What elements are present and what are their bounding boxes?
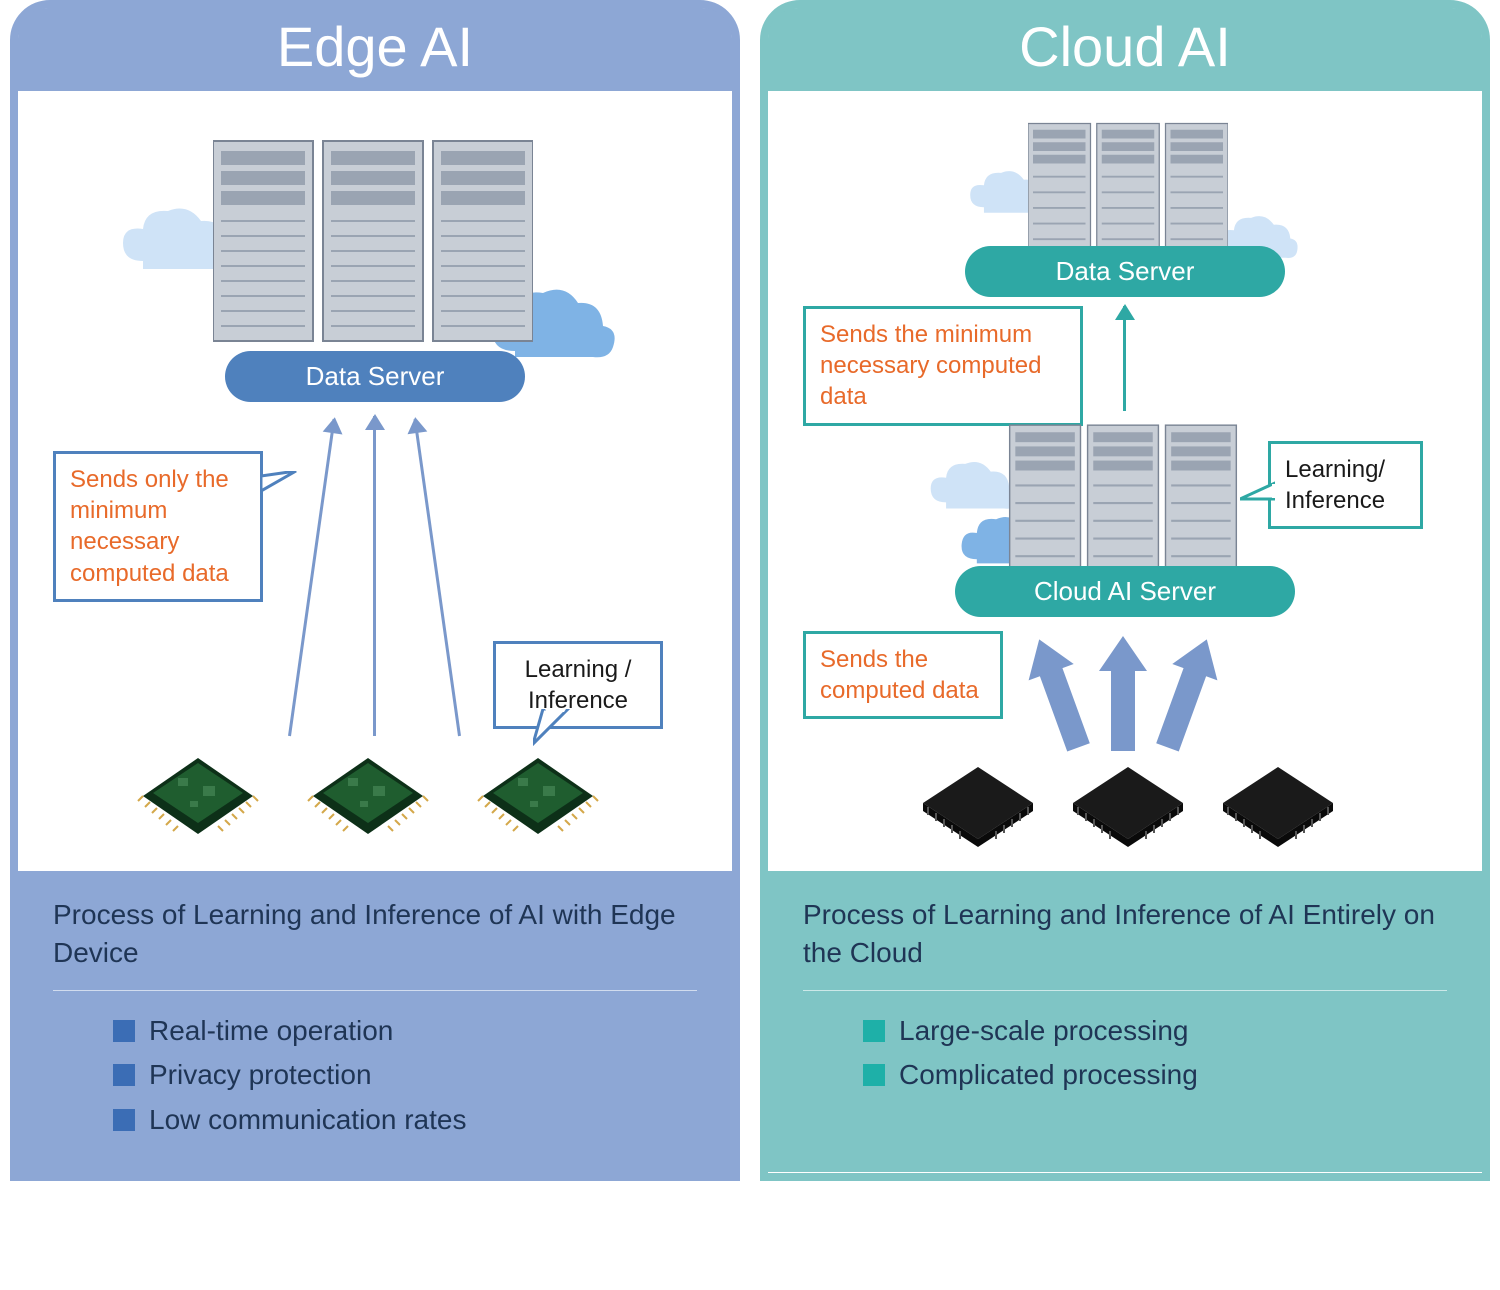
- server-rack-icon: [1008, 411, 1238, 581]
- edge-footer-heading: Process of Learning and Inference of AI …: [53, 896, 697, 972]
- thick-up-arrow-icon: [1013, 621, 1233, 761]
- bullet-item: Real-time operation: [113, 1009, 697, 1054]
- edge-panel-body: Data Server Sends only the minimum neces…: [18, 91, 732, 871]
- cloud-footer-heading: Process of Learning and Inference of AI …: [803, 896, 1447, 972]
- callout-text: Sends the minimum necessary computed dat…: [820, 321, 1041, 410]
- callout-pointer-icon: [1240, 481, 1275, 506]
- callout-min-data: Sends only the minimum necessary compute…: [53, 451, 263, 602]
- callout-computed-data: Sends the computed data: [803, 631, 1003, 719]
- callout-text: Learning/ Inference: [1285, 456, 1385, 514]
- edge-panel-title: Edge AI: [18, 8, 732, 91]
- chip-icon: [908, 751, 1048, 856]
- callout-learning-inference: Learning / Inference: [493, 641, 663, 729]
- callout-text: Sends the computed data: [820, 646, 979, 704]
- up-arrow-icon: [413, 419, 461, 736]
- callout-text: Sends only the minimum necessary compute…: [70, 466, 229, 587]
- bullet-item: Large-scale processing: [863, 1009, 1447, 1054]
- chip-icon: [298, 741, 438, 851]
- cloud-server-pill: Cloud AI Server: [955, 566, 1295, 617]
- server-rack-icon: [213, 121, 533, 361]
- edge-ai-panel: Edge AI: [10, 0, 740, 1181]
- divider: [803, 990, 1447, 991]
- cloud-panel-title: Cloud AI: [768, 8, 1482, 91]
- server-rack-icon: [1028, 111, 1228, 261]
- chip-icon: [1058, 751, 1198, 856]
- bullet-item: Complicated processing: [863, 1053, 1447, 1098]
- cloud-ai-panel: Cloud AI Data Server Sends th: [760, 0, 1490, 1181]
- chip-icon: [468, 741, 608, 851]
- bullet-item: Privacy protection: [113, 1053, 697, 1098]
- cloud-diagram: Data Server Sends the minimum necessary …: [793, 111, 1457, 871]
- callout-pointer-icon: [261, 471, 301, 501]
- chip-icon: [128, 741, 268, 851]
- callout-text: Learning / Inference: [525, 656, 632, 714]
- data-server-pill: Data Server: [965, 246, 1285, 297]
- bullet-item: Low communication rates: [113, 1098, 697, 1143]
- chip-icon: [1208, 751, 1348, 856]
- callout-min-data: Sends the minimum necessary computed dat…: [803, 306, 1083, 426]
- up-arrow-icon: [1123, 306, 1126, 411]
- cloud-bullet-list: Large-scale processing Complicated proce…: [803, 1009, 1447, 1099]
- up-arrow-icon: [288, 419, 336, 736]
- data-server-pill: Data Server: [225, 351, 525, 402]
- cloud-panel-body: Data Server Sends the minimum necessary …: [768, 91, 1482, 871]
- cloud-footer: Process of Learning and Inference of AI …: [768, 871, 1482, 1172]
- edge-bullet-list: Real-time operation Privacy protection L…: [53, 1009, 697, 1143]
- edge-diagram: Data Server Sends only the minimum neces…: [43, 111, 707, 871]
- up-arrow-icon: [373, 416, 376, 736]
- edge-footer: Process of Learning and Inference of AI …: [18, 871, 732, 1173]
- callout-learning-inference: Learning/ Inference: [1268, 441, 1423, 529]
- divider: [53, 990, 697, 991]
